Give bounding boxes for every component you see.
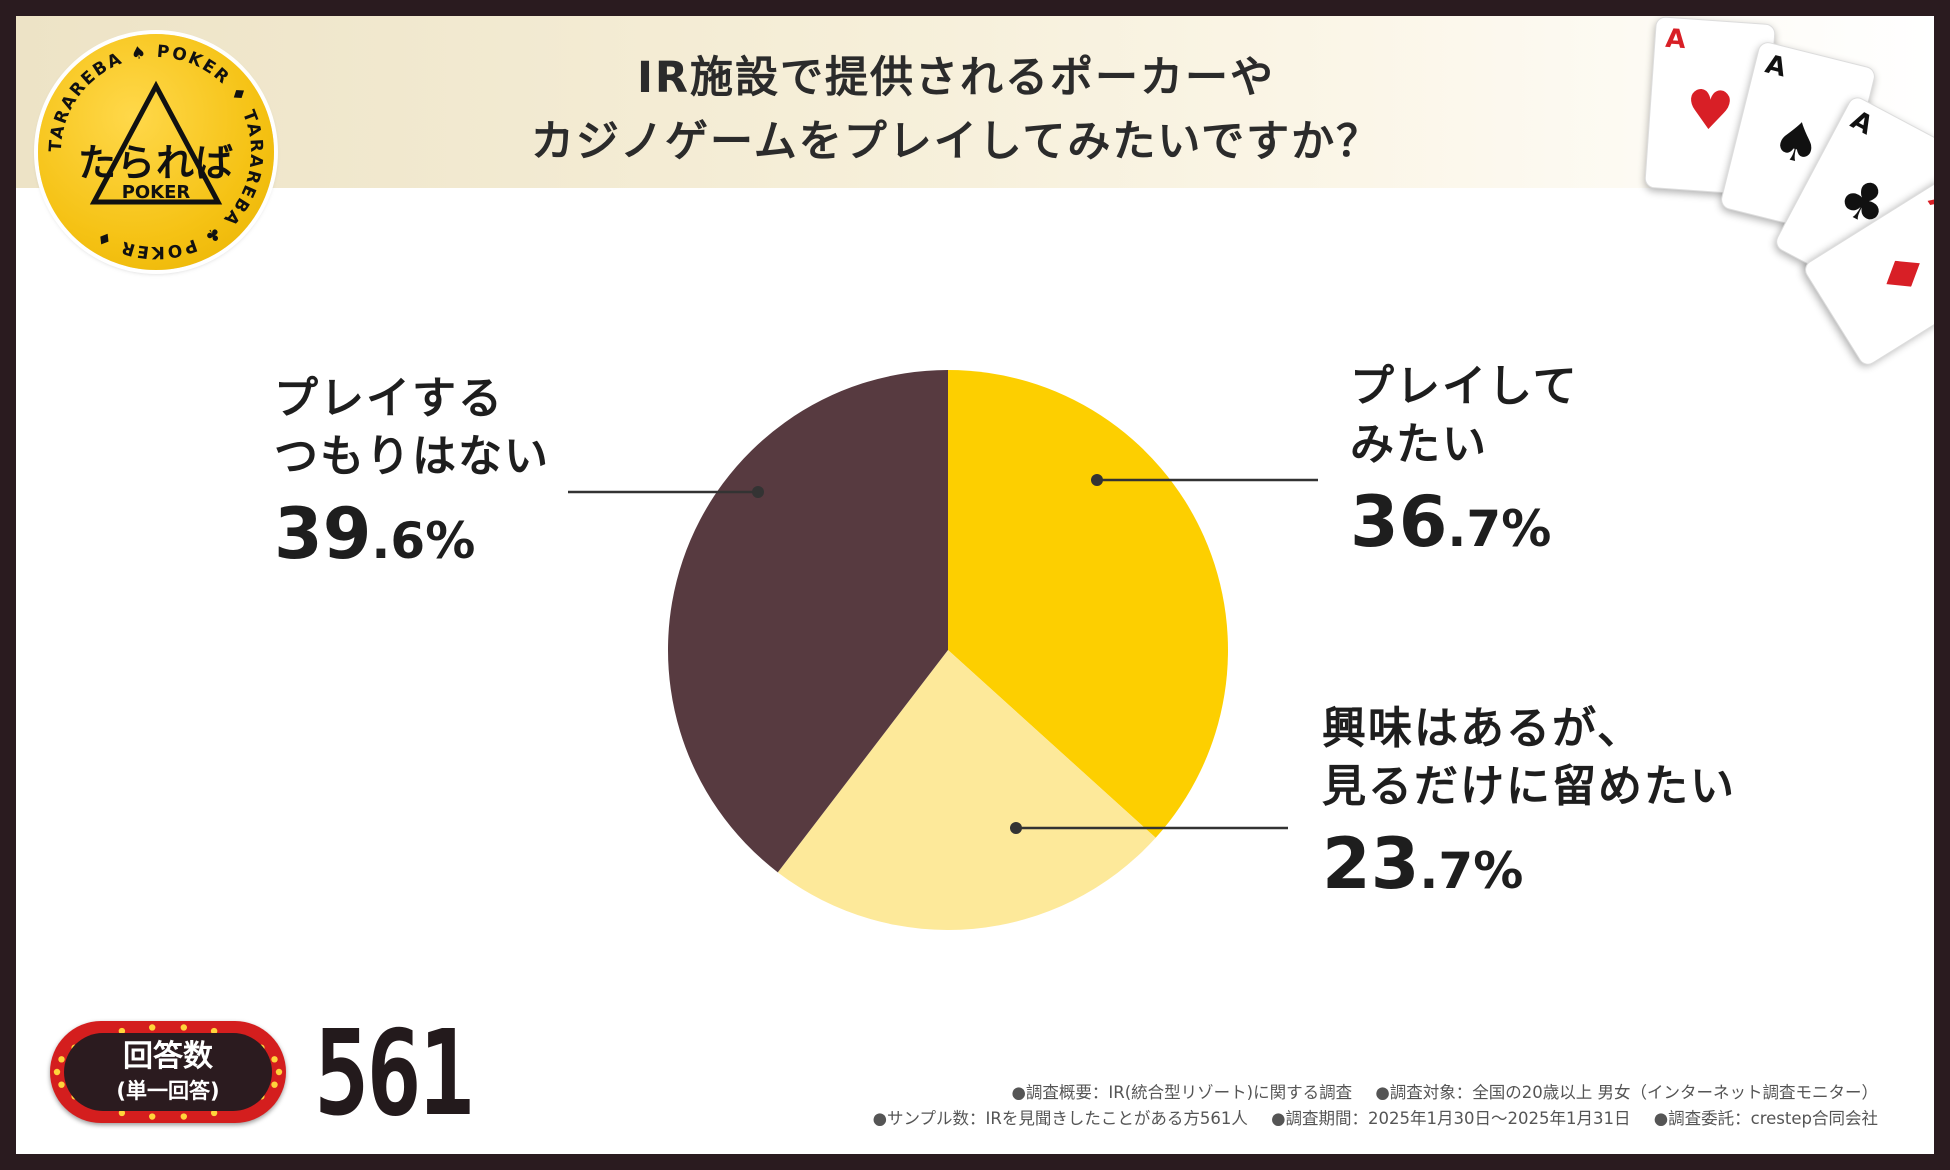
marquee-light <box>210 1027 218 1035</box>
infographic-panel: IR施設で提供されるポーカーや カジノゲームをプレイしてみたいですか？ TARA… <box>16 16 1934 1154</box>
slice-want-to-play-leader-dot <box>1091 474 1103 486</box>
logo-ring: TARAREBA ♠ POKER ♦ TARAREBA ♣ POKER ♦ <box>46 42 264 262</box>
marquee-light <box>210 1109 218 1117</box>
marquee-light <box>149 1113 156 1120</box>
marquee-light <box>271 1081 278 1088</box>
respondent-count: 561 <box>314 1004 474 1142</box>
marquee-light <box>53 1068 61 1076</box>
marquee-light <box>180 1024 187 1031</box>
title-line-1: IR施設で提供されるポーカーや <box>636 53 1276 103</box>
respondent-badge: 回答数 (単一回答) <box>50 1021 286 1123</box>
label-no-intention-percent: 39.6% <box>274 493 476 575</box>
marquee-light <box>275 1068 283 1076</box>
note-survey-period: ●調査期間：2025年1月30日～2025年1月31日 <box>1271 1109 1631 1128</box>
logo-triangle <box>89 80 223 205</box>
label-watch-only-line-1: 興味はあるが、 <box>1322 703 1644 754</box>
label-want-to-play: プレイして みたい 36.7% <box>1350 358 1579 569</box>
label-want-to-play-line-2: みたい <box>1350 419 1488 470</box>
note-commissioned-by: ●調査委託：crestep合同会社 <box>1653 1109 1878 1128</box>
badge-sublabel: (単一回答) <box>116 1079 220 1103</box>
note-survey-target: ●調査対象：全国の20歳以上 男女（インターネット調査モニター） <box>1375 1083 1878 1102</box>
tarareba-poker-logo: TARAREBA ♠ POKER ♦ TARAREBA ♣ POKER ♦ たら… <box>38 34 274 270</box>
label-want-to-play-line-1: プレイして <box>1350 361 1579 412</box>
marquee-light <box>149 1024 156 1031</box>
label-want-to-play-percent: 36.7% <box>1350 481 1552 563</box>
header-band <box>16 16 1934 188</box>
label-no-intention: プレイする つもりはない 39.6% <box>274 370 550 581</box>
chart-title: IR施設で提供されるポーカーや カジノゲームをプレイしてみたいですか？ <box>346 46 1566 174</box>
slice-watch-only <box>777 650 1156 931</box>
marquee-light <box>58 1081 65 1088</box>
label-no-intention-line-2: つもりはない <box>274 431 550 482</box>
leader-lines <box>568 474 1318 834</box>
slice-no-intention <box>667 370 948 873</box>
label-watch-only-line-2: 見るだけに留めたい <box>1322 761 1736 812</box>
label-watch-only: 興味はあるが、 見るだけに留めたい 23.7% <box>1322 700 1736 911</box>
slice-want-to-play <box>948 370 1228 838</box>
label-no-intention-line-1: プレイする <box>274 373 504 424</box>
pie-chart <box>568 370 1318 931</box>
marquee-light <box>118 1109 126 1117</box>
marquee-light <box>58 1056 65 1063</box>
label-watch-only-percent: 23.7% <box>1322 823 1524 905</box>
logo-wordmark: たられば <box>77 141 234 185</box>
marquee-light <box>271 1056 278 1063</box>
note-survey-overview: ●調査概要：IR(統合型リゾート)に関する調査 <box>1011 1083 1353 1102</box>
survey-notes: ●調査概要：IR(統合型リゾート)に関する調査 ●調査対象：全国の20歳以上 男… <box>855 1080 1878 1132</box>
slice-watch-only-leader-dot <box>1010 822 1022 834</box>
pie-slices <box>667 370 1228 931</box>
marquee-light <box>118 1027 126 1035</box>
marquee-light <box>180 1113 187 1120</box>
note-sample-size: ●サンプル数：IRを見聞きしたことがある方561人 <box>872 1109 1248 1128</box>
slice-no-intention-leader-dot <box>752 486 764 498</box>
title-line-2: カジノゲームをプレイしてみたいですか？ <box>530 117 1382 167</box>
logo-subtext: POKER <box>121 182 191 203</box>
badge-label: 回答数 <box>123 1039 213 1074</box>
